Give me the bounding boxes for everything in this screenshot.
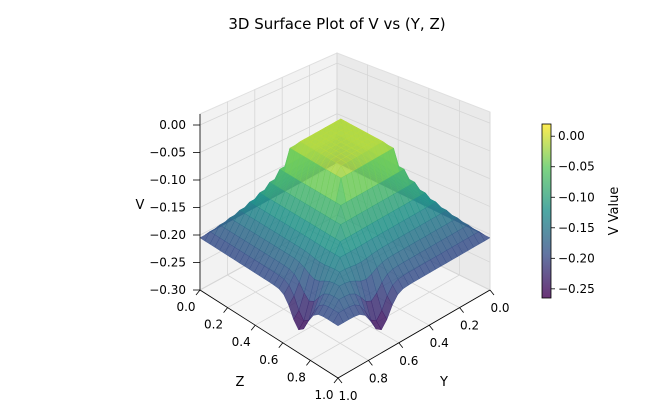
grid-line	[199, 88, 491, 153]
colorbar-gradient	[541, 123, 552, 299]
colorbar-tick-label: −0.25	[558, 282, 595, 296]
z-tick-label: 0.0	[176, 300, 195, 314]
axes: 0.00 −0.05 −0.10 −0.15 −0.20 −0.25 −0.30 0.0 0.2…	[149, 114, 510, 400]
y-axis-line	[337, 289, 491, 379]
z-axis-line	[199, 289, 339, 379]
colorbar-tick-label: −0.10	[558, 190, 595, 204]
colorbar-tick-label: −0.20	[558, 251, 595, 265]
z-tick	[250, 324, 256, 331]
colorbar-tick-label: −0.15	[558, 221, 595, 235]
z-tick-label: 1.0	[314, 388, 333, 400]
y-tick-label: 0.0	[490, 301, 509, 315]
colorbar-tick-label: 0.00	[558, 129, 585, 143]
y-tick-label: 0.6	[399, 354, 418, 368]
v-tick-label: −0.15	[149, 201, 186, 215]
y-tick	[489, 289, 495, 296]
chart-title: 3D Surface Plot of V vs (Y, Z)	[228, 15, 445, 33]
colorbar: 0.00 −0.05 −0.10 −0.15 −0.20 −0.25	[541, 123, 595, 299]
v-tick-label: −0.20	[149, 228, 186, 242]
y-tick	[459, 307, 464, 313]
y-tick-label: 0.4	[430, 336, 449, 350]
z-tick	[223, 307, 228, 313]
z-tick	[278, 342, 284, 349]
v-tick-label: 0.00	[159, 118, 186, 132]
v-tick-label: −0.05	[149, 146, 186, 160]
z-tick	[333, 377, 339, 384]
z-tick-label: 0.4	[232, 335, 251, 349]
colorbar-label: V Value	[607, 187, 622, 236]
y-tick-label: 0.2	[460, 319, 479, 333]
colorbar-tick-label: −0.05	[558, 160, 595, 174]
y-tick-label: 1.0	[338, 389, 357, 400]
v-tick-label: −0.10	[149, 173, 186, 187]
y-tick	[368, 360, 373, 366]
z-tick-label: 0.6	[259, 353, 278, 367]
surface-plot	[199, 118, 491, 331]
y-tick	[428, 324, 434, 331]
grid-line	[199, 62, 491, 126]
y-axis-label: Y	[439, 375, 448, 390]
surface-facet	[332, 312, 344, 327]
z-tick-label: 0.2	[204, 318, 223, 332]
z-tick	[306, 360, 311, 366]
v-axis-label: V	[136, 198, 145, 213]
z-axis-label: Z	[236, 375, 245, 390]
z-tick	[195, 289, 201, 296]
y-tick	[337, 377, 343, 384]
y-tick	[398, 342, 404, 349]
z-tick-label: 0.8	[287, 370, 306, 384]
v-tick-label: −0.25	[149, 256, 186, 270]
v-tick-label: −0.30	[149, 283, 186, 297]
grid-line	[199, 113, 491, 181]
y-tick-label: 0.8	[369, 371, 388, 385]
